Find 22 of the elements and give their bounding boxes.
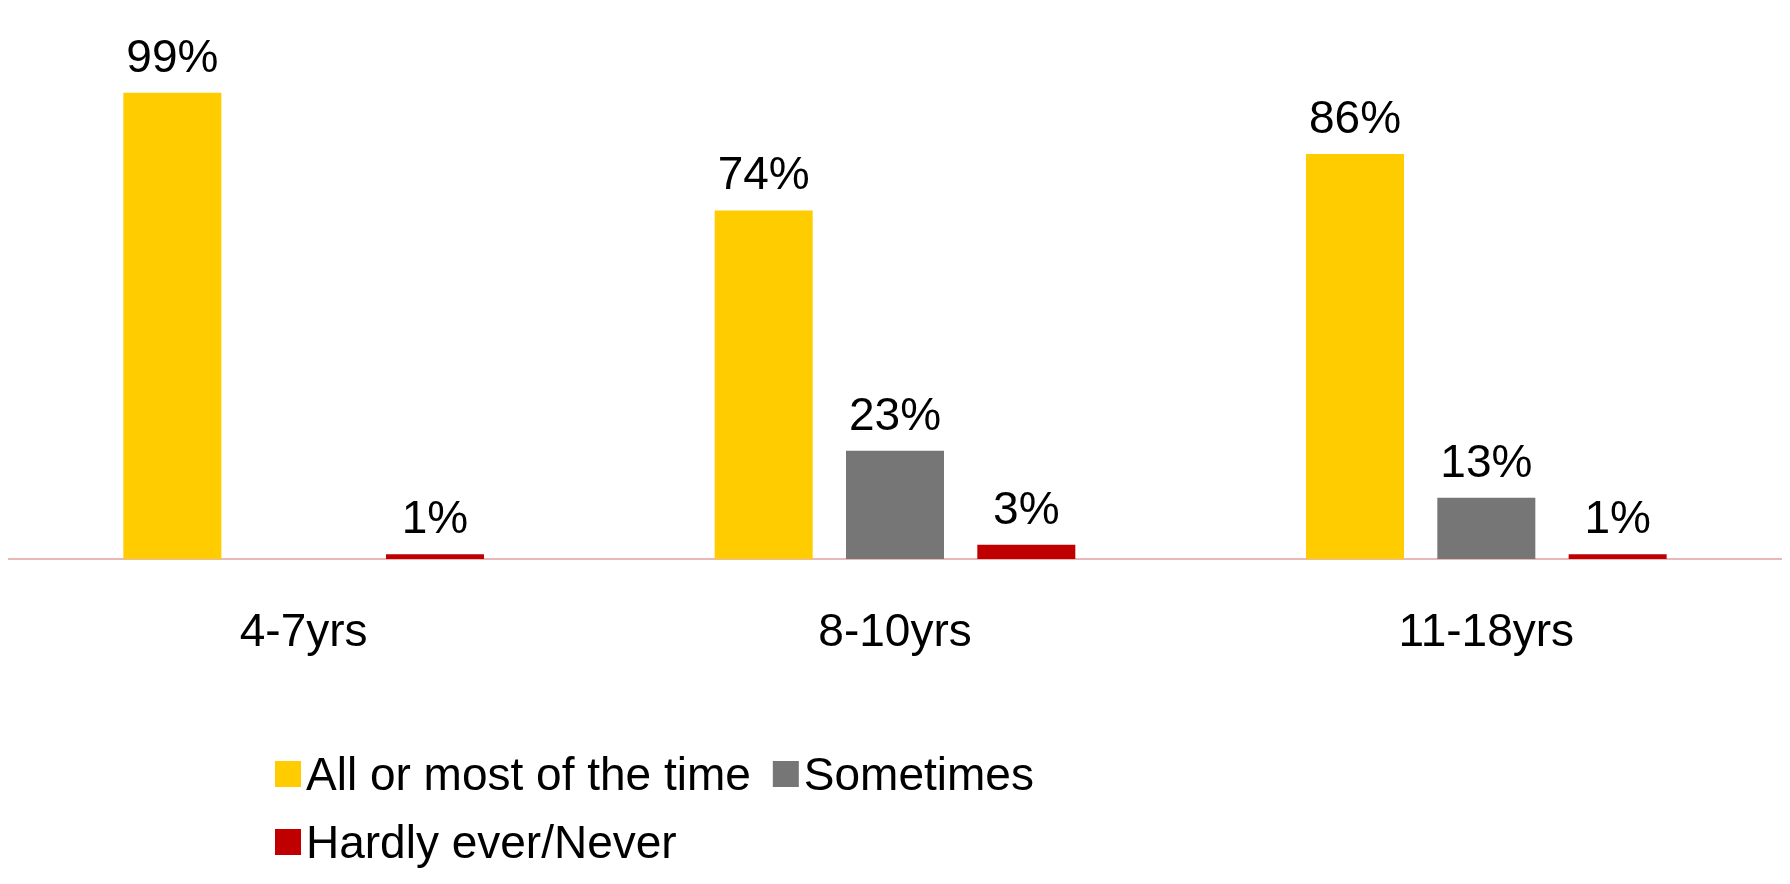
bar [846, 450, 944, 559]
data-label: 13% [1440, 434, 1533, 487]
x-tick-label: 4-7yrs [239, 604, 368, 656]
bar [1568, 554, 1667, 559]
legend-label: Sometimes [803, 748, 1034, 800]
x-tick-label: 11-18yrs [1398, 604, 1575, 656]
data-label: 74% [717, 147, 810, 200]
data-label: 3% [993, 481, 1060, 534]
data-label: 23% [848, 387, 942, 440]
bar [714, 210, 813, 559]
bar [123, 92, 222, 559]
bar [385, 554, 484, 559]
data-label: 1% [401, 491, 469, 544]
data-label: 99% [126, 29, 219, 82]
legend-label: All or most of the time [306, 748, 751, 800]
x-tick-label: 8-10yrs [818, 604, 972, 656]
bar [1437, 497, 1536, 559]
legend-label: Hardly ever/Never [306, 816, 677, 868]
bar [1306, 153, 1405, 559]
bar [977, 544, 1076, 559]
data-label: 1% [1584, 491, 1651, 544]
data-label: 86% [1308, 90, 1402, 143]
